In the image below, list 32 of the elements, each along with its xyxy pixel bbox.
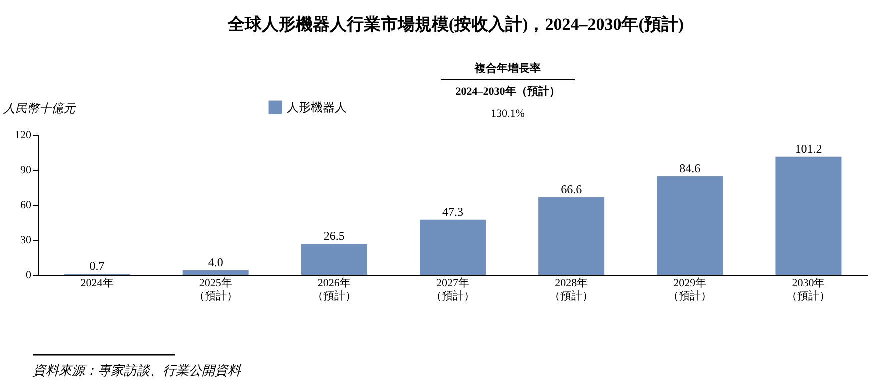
y-tick-label: 120 (15, 130, 32, 142)
bar (657, 176, 724, 275)
bar (420, 220, 486, 275)
x-tick-label: 2026年（預計） (312, 278, 356, 302)
x-tick-label: 2027年（預計） (431, 278, 475, 302)
y-tick-label: 30 (20, 234, 32, 246)
text: 複合年增長率 (474, 62, 541, 75)
data-label: 66.6 (561, 182, 582, 196)
data-label: 47.3 (442, 204, 464, 219)
y-tick-label: 90 (20, 164, 32, 176)
y-tick-label: 60 (20, 200, 32, 212)
source-note: 資料來源：專家訪談、行業公開資料 (33, 363, 242, 378)
bar (538, 197, 605, 275)
chart-title: 全球人形機器人行業市場規模(按收入計)，2024–2030年(預計) (226, 15, 684, 34)
data-label: 0.7 (90, 259, 105, 274)
x-tick-label: 2024年 (80, 278, 114, 290)
x-tick-label: 2030年（預計） (786, 278, 831, 302)
text: 2024–2030年（預計） (456, 85, 560, 98)
y-axis-title: 人民幣十億元 (2, 102, 76, 116)
x-tick-label: 2025年（預計） (194, 278, 238, 302)
text: 130.1% (491, 108, 525, 120)
bar (182, 270, 249, 275)
data-label: 4.0 (208, 255, 224, 270)
x-tick-label: 2029年（預計） (668, 278, 712, 302)
data-label: 84.6 (680, 161, 701, 176)
bar (301, 244, 368, 275)
data-label: 101.2 (795, 142, 822, 156)
data-label: 26.5 (324, 229, 345, 244)
y-tick-label: 0 (26, 270, 32, 282)
x-tick-label: 2028年（預計） (550, 278, 594, 302)
bar (776, 156, 842, 275)
legend-label: 人形機器人 (287, 100, 347, 114)
